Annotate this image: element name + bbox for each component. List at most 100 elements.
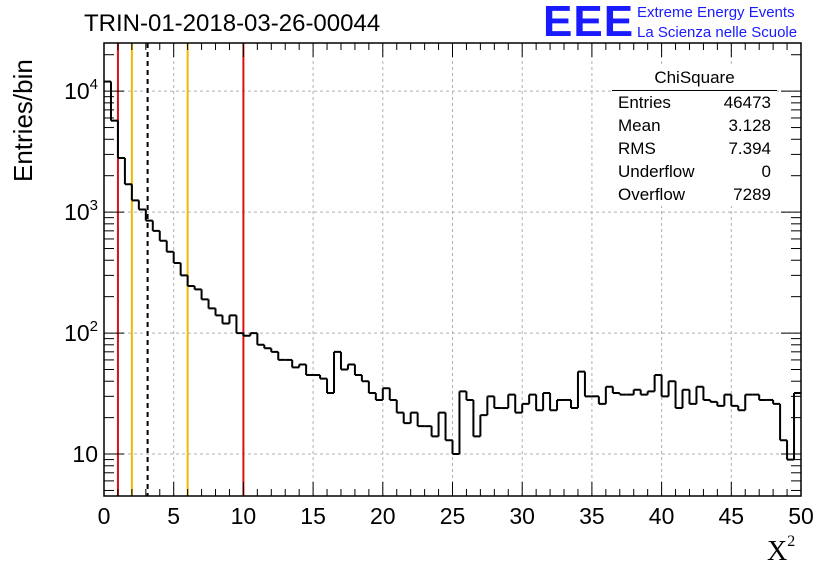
x-tick-label: 0 [98, 503, 111, 529]
histogram-bin [339, 351, 348, 371]
histogram-bin [305, 364, 314, 377]
histogram-bin [291, 359, 300, 369]
histogram-bin [688, 389, 697, 405]
x-tick-label: 50 [788, 503, 814, 529]
stats-title: ChiSquare [612, 66, 777, 91]
stats-row-overflow: Overflow 7289 [612, 183, 777, 206]
histogram-bin [723, 393, 732, 406]
histogram-bin [200, 289, 209, 301]
histogram-bin [451, 440, 460, 456]
y-tick-label: 10 [72, 441, 98, 467]
histogram-bin [437, 411, 446, 437]
histogram-bin [137, 200, 146, 211]
histogram-bin [235, 315, 244, 335]
stats-label: Overflow [618, 185, 686, 204]
histogram-bin [611, 386, 620, 394]
histogram-bin [549, 392, 558, 412]
histogram-bin [228, 314, 237, 324]
histogram-bin [709, 399, 718, 403]
histogram-bin [542, 391, 551, 411]
histogram-bin [242, 333, 251, 337]
histogram-bin [653, 374, 662, 392]
histogram-bin [249, 332, 258, 336]
histogram-bin [353, 364, 362, 377]
y-axis-label: Entries/bin [8, 59, 38, 182]
x-tick-label: 45 [719, 503, 745, 529]
histogram-bin [646, 390, 655, 395]
histogram-bin [597, 396, 606, 405]
histogram-bin [465, 391, 474, 401]
histogram-bin [660, 375, 669, 398]
histogram-bin [730, 394, 739, 407]
stats-label: RMS [618, 139, 656, 158]
x-tick-label: 30 [509, 503, 535, 529]
histogram-bin [618, 392, 627, 396]
histogram-bin [179, 262, 188, 277]
histogram-bin [263, 344, 272, 350]
histogram-bin [583, 371, 592, 398]
stats-label: Underflow [618, 162, 695, 181]
stats-label: Entries [618, 93, 671, 112]
histogram-bin [381, 387, 390, 400]
histogram-bin [207, 299, 216, 310]
histogram-bin [507, 393, 516, 409]
histogram-bin [123, 158, 132, 186]
stats-value: 46473 [723, 93, 771, 112]
x-tick-label: 15 [300, 503, 326, 529]
x-tick-label: 10 [231, 503, 257, 529]
x-tick-label: 40 [649, 503, 675, 529]
histogram-bin [130, 184, 139, 202]
histogram-bin [444, 412, 453, 442]
stats-row-mean: Mean 3.128 [612, 114, 777, 137]
histogram-bin [744, 393, 753, 411]
histogram-bin [151, 220, 160, 232]
stats-row-entries: Entries 46473 [612, 91, 777, 114]
histogram-bin [346, 363, 355, 370]
histogram-bin [758, 394, 767, 401]
histogram-bin [172, 251, 181, 264]
histogram-bin [109, 81, 118, 122]
y-tick-label: 103 [64, 197, 98, 225]
histogram-bin [186, 275, 195, 288]
histogram-bin [319, 375, 328, 380]
histogram-bin [270, 348, 279, 353]
chart-title: TRIN-01-2018-03-26-00044 [84, 10, 381, 37]
stats-value: 7.394 [728, 139, 771, 158]
histogram-bin [674, 381, 683, 410]
histogram-bin [360, 375, 369, 383]
histogram-bin [409, 411, 418, 424]
histogram-bin [528, 393, 537, 404]
histogram-bin [695, 385, 704, 404]
histogram-layer [104, 80, 801, 461]
x-axis-label-base: X [767, 536, 788, 567]
histogram-bin [374, 392, 383, 401]
histogram-bin [737, 405, 746, 412]
histogram-bin [458, 390, 467, 455]
histogram-bin [681, 388, 690, 409]
histogram-bin [779, 403, 788, 442]
histogram-bin [367, 381, 376, 394]
histogram-bin [472, 399, 481, 438]
logo-line-1: Extreme Energy Events [637, 4, 795, 21]
histogram-bin [333, 350, 341, 393]
histogram-bin [388, 388, 397, 401]
histogram-bin [702, 386, 711, 401]
histogram-bin [144, 209, 153, 222]
histogram-bin [158, 230, 167, 242]
x-axis-label: X2 [767, 533, 795, 568]
y-tick-labels: 10 102 103 104 [64, 76, 98, 467]
histogram-bin [604, 385, 613, 404]
histogram-bin [786, 440, 795, 461]
stats-label: Mean [618, 116, 661, 135]
y-tick-label: 104 [64, 76, 98, 104]
histogram-bin [214, 308, 223, 317]
histogram-bin [556, 398, 565, 411]
x-tick-labels: 0 5 10 15 20 25 30 35 40 45 50 [98, 503, 814, 529]
y-tick-label: 102 [64, 318, 98, 346]
histogram-bin [479, 414, 488, 437]
histogram-bin [716, 401, 725, 407]
stats-box: ChiSquare Entries 46473 Mean 3.128 RMS 7… [612, 66, 777, 206]
stats-value: 3.128 [728, 116, 771, 135]
histogram-bin [326, 378, 335, 394]
stats-row-underflow: Underflow 0 [612, 160, 777, 183]
